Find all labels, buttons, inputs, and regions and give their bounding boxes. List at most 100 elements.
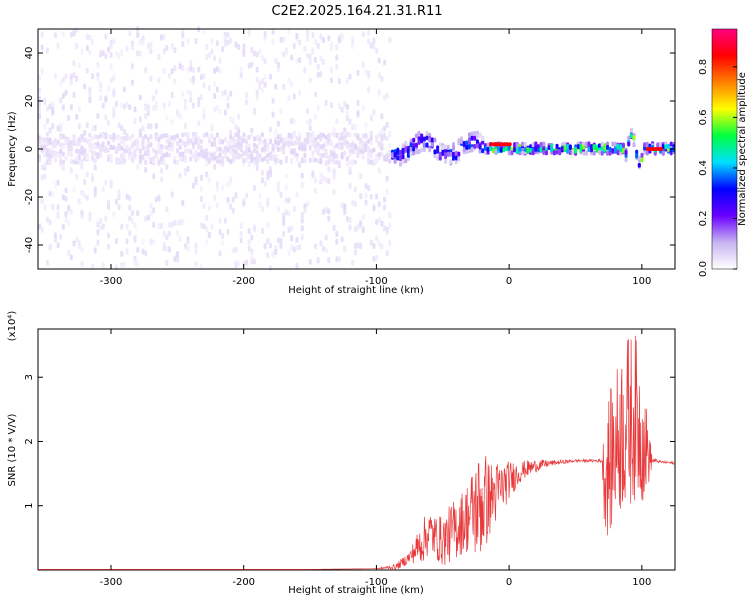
spectrogram-cell [311, 141, 315, 147]
spectrogram-cell [284, 184, 288, 191]
spectrogram-cell [287, 197, 291, 204]
spectrogram-cell [189, 149, 193, 155]
spectrogram-cell [380, 75, 384, 82]
spectrogram-cell [337, 78, 341, 85]
spectrogram-cell [282, 149, 286, 155]
spectrogram-cell [364, 132, 368, 139]
spectrogram-cell [133, 222, 137, 229]
spectrogram-cell [321, 152, 325, 158]
spectrogram-cell [101, 132, 105, 138]
spectrogram-cell [332, 152, 336, 158]
spectrogram-cell [104, 179, 108, 186]
spectrogram-cell [199, 263, 203, 270]
spectrogram-cell [292, 205, 296, 212]
spectrogram-cell [364, 122, 368, 129]
spectrogram-cell [120, 262, 124, 269]
spectrogram-cell [117, 52, 121, 59]
spectrogram-cell [321, 208, 325, 215]
spectrogram-cell [38, 107, 41, 114]
spectrogram-cell [247, 143, 251, 149]
spectrogram-cell [234, 149, 238, 155]
spectrogram-cell [250, 248, 254, 255]
spectrogram-cell [144, 113, 148, 120]
spectrogram-cell [215, 132, 219, 138]
spectrogram-cell [255, 94, 259, 101]
spectrogram-cell [292, 42, 296, 49]
spectrogram-cell [425, 142, 429, 148]
spectrogram-cell [332, 144, 336, 150]
spectrogram-cell [186, 245, 190, 252]
spectrogram-cell [160, 155, 164, 161]
spectrogram-cell [229, 178, 233, 185]
spectrogram-cell [194, 38, 198, 45]
spectrogram-cell [122, 157, 126, 163]
spectrogram-cell [101, 186, 105, 193]
spectrogram-cell [83, 137, 87, 143]
spectrogram-cell [465, 140, 469, 146]
spectrogram-cell [202, 108, 206, 115]
spectrogram-cell [335, 132, 339, 138]
spectrogram-cell [247, 239, 251, 246]
spectrogram-cell [170, 118, 174, 125]
spectrogram-cell [274, 57, 278, 64]
spectrogram-cell [191, 102, 195, 109]
spectrogram-cell [380, 127, 384, 134]
spectrogram-cell [61, 134, 65, 140]
spectrogram-cell [162, 158, 166, 164]
spectrogram-cell [311, 150, 315, 156]
spectrogram-cell [605, 150, 609, 156]
spectrogram-cell [361, 149, 365, 155]
spectrogram-cell [178, 151, 182, 157]
snr-ytick-label: 2 [24, 438, 35, 444]
spectrogram-cell [245, 139, 249, 145]
spectrogram-cell [91, 143, 95, 149]
colorbar-tick-label: 0.8 [698, 59, 709, 75]
spectrogram-cell [351, 199, 355, 206]
spectrogram-cell [181, 155, 185, 161]
spectrogram-cell [144, 216, 148, 223]
spectrogram-cell [152, 207, 156, 214]
spectrogram-cell [266, 142, 270, 148]
spectrogram-xtick-label: 0 [506, 276, 512, 287]
spectrogram-cell [295, 140, 299, 146]
spectrogram-cell [61, 151, 65, 157]
spectrogram-cell [361, 145, 365, 151]
spectrogram-cell [162, 133, 166, 139]
spectrogram-cell [69, 104, 73, 111]
spectrogram-cell [353, 201, 357, 208]
spectrogram-cell [377, 152, 381, 158]
spectrogram-cell [659, 142, 663, 148]
spectrogram-cell [61, 30, 65, 37]
spectrogram-cell [45, 147, 49, 154]
spectrogram-cell [231, 144, 235, 150]
spectrogram-xtick-label: -100 [365, 276, 388, 287]
spectrogram-cell [452, 151, 456, 157]
spectrogram-cell [250, 61, 254, 68]
spectrogram-cell [398, 156, 402, 162]
spectrogram-cell [144, 105, 148, 112]
spectrogram-cell [242, 158, 246, 164]
spectrogram-cell [207, 232, 211, 239]
spectrogram-cell [637, 162, 641, 168]
spectrogram-cell [56, 140, 60, 146]
spectrogram-cell [237, 141, 241, 147]
spectrogram-cell [335, 143, 339, 149]
spectrogram-cell [160, 222, 164, 229]
spectrogram-cell [375, 219, 379, 226]
spectrogram-cell [298, 161, 302, 168]
spectrogram-cell [64, 216, 68, 223]
spectrogram-cell [314, 91, 318, 98]
spectrogram-cell [133, 237, 137, 244]
spectrogram-cell [173, 134, 177, 140]
spectrogram-cell [383, 225, 387, 232]
spectrogram-cell [199, 222, 203, 229]
spectrogram-cell [383, 155, 387, 161]
spectrogram-cell [467, 137, 471, 143]
spectrogram-cell [335, 118, 339, 125]
spectrogram-cell [107, 199, 111, 206]
spectrogram-cell [191, 182, 195, 189]
spectrogram-cell [38, 135, 41, 141]
spectrogram-cell [101, 223, 105, 230]
spectrogram-cell [45, 137, 49, 143]
